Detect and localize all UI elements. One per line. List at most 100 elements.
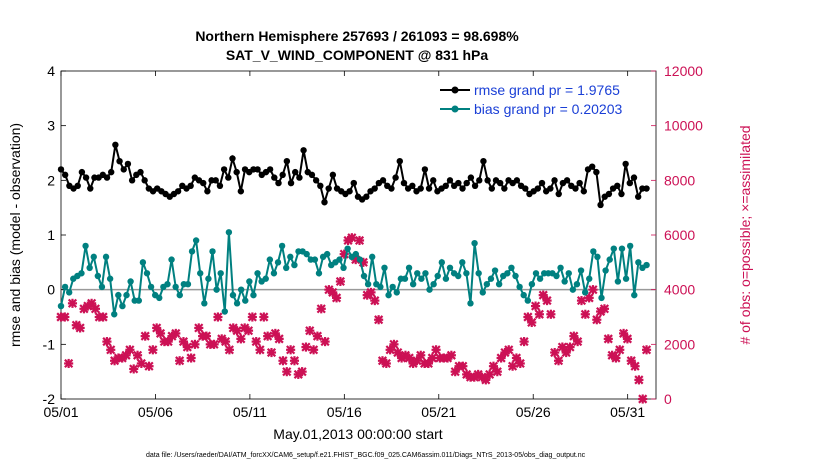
obs-marker [297,367,307,377]
rmse-point [233,168,240,176]
bias-point [475,270,482,277]
obs-marker [492,367,502,377]
bias-point [233,300,241,307]
obs-marker [312,331,322,341]
rmse-point [317,182,324,189]
bias-point [246,278,253,285]
obs-marker [603,334,613,344]
obs-marker [132,350,143,360]
bias-point [209,248,216,255]
bias-point [270,270,278,277]
bias-point [139,259,147,266]
obs-marker [599,304,610,314]
bias-point [303,250,310,258]
rmse-point [488,185,496,192]
rmse-point [287,179,295,187]
obs-marker [64,358,74,369]
bias-point [94,272,102,280]
bias-point [536,275,544,282]
obs-marker [370,296,380,306]
rmse-point [116,158,123,165]
bias-point [626,242,634,250]
bias-point [524,297,532,304]
rmse-point [204,188,211,195]
obs-marker [331,293,342,303]
obs-marker [98,312,108,322]
rmse-point [279,171,286,179]
rmse-series [57,141,650,209]
rmse-point [572,185,579,192]
y-left-tick-label: -1 [43,336,56,352]
obs-marker [546,309,556,319]
bias-point [631,291,638,299]
bias-point [106,275,114,282]
bias-point [467,300,474,307]
bias-point [147,283,155,291]
rmse-point [237,188,245,195]
bias-point [86,264,93,271]
obs-marker [220,337,231,347]
obs-marker [289,356,300,366]
obs-marker [550,347,560,358]
obs-marker [588,285,598,295]
obs-marker [366,287,376,297]
bias-point [229,291,237,299]
bias-point [311,256,319,263]
obs-marker [622,334,632,344]
obs-marker [209,339,219,349]
rmse-point [463,179,470,187]
rmse-point [459,185,466,192]
rmse-point [82,174,90,181]
rmse-point [220,166,228,173]
obs-marker [450,367,460,377]
y-right-tick-label: 8000 [664,172,695,188]
obs-marker [576,296,587,306]
obs-marker [301,342,311,352]
rmse-point [476,177,483,184]
legend-bias-label: bias grand pr = 0.20203 [474,101,622,117]
obs-marker [504,345,514,355]
bias-point [315,270,323,277]
bias-point [111,311,118,318]
obs-marker [316,304,326,314]
rmse-point [128,177,136,184]
obs-marker [129,364,139,374]
y-left-tick-label: -2 [43,391,56,407]
obs-marker [569,331,579,341]
bias-point [143,270,151,277]
obs-marker [347,233,357,243]
bias-point [434,272,441,280]
obs-marker [328,287,338,297]
bias-point [569,286,577,293]
bias-point [283,264,290,271]
obs-marker [144,361,154,371]
bias-point [262,275,269,282]
rmse-point [522,185,529,192]
rmse-point [484,177,491,184]
obs-marker [309,345,319,355]
bias-point [172,283,179,291]
obs-marker [485,369,495,379]
obs-marker [508,361,518,371]
bias-point [352,250,360,258]
rmse-point [225,174,232,181]
obs-marker [182,342,192,352]
bias-point [414,270,421,277]
rmse-point [346,188,353,195]
bias-point [364,281,372,288]
bias-point [491,267,499,274]
y-right-tick-label: 4000 [664,282,695,298]
rmse-point [312,177,320,184]
rmse-point [363,193,370,200]
y-left-tick-label: 2 [47,172,55,188]
obs-marker [194,323,204,333]
obs-marker [278,356,288,366]
bias-point [61,283,69,291]
obs-marker [263,331,273,341]
rmse-point [605,190,613,198]
obs-marker [385,345,395,355]
bias-point [606,256,613,263]
bias-point [356,256,364,263]
obs-marker [106,345,116,355]
obs-marker [630,361,640,371]
